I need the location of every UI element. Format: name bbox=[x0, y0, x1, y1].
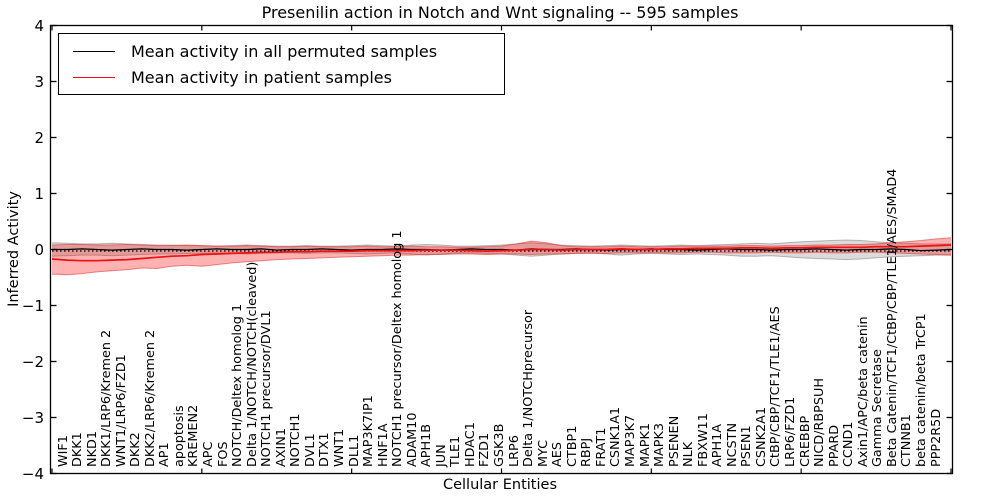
legend-label: Mean activity in all permuted samples bbox=[131, 41, 438, 61]
x-tick-label: CSNK2A1 bbox=[753, 406, 769, 467]
x-tick-label: Axin1/APC/beta catenin bbox=[855, 316, 871, 467]
x-tick-label: DLL1 bbox=[346, 434, 362, 467]
x-tick-label: CREBBP bbox=[797, 415, 813, 467]
x-tick-label: HNF1A bbox=[375, 423, 391, 467]
y-tick-label: −3 bbox=[21, 408, 44, 427]
legend-item-permuted: Mean activity in all permuted samples bbox=[59, 38, 504, 64]
x-tick-label: NCSTN bbox=[724, 422, 740, 467]
x-tick-label: DKK1/LRP6/Kremen 2 bbox=[99, 329, 115, 467]
x-tick-label: WNT1/LRP6/FZD1 bbox=[113, 354, 129, 467]
x-tick-label: DKK2/LRP6/Kremen 2 bbox=[142, 329, 158, 467]
x-tick-label: CSNK1A1 bbox=[608, 406, 624, 467]
x-tick-label: NOTCH1 precursor/Deltex homolog 1 bbox=[390, 230, 406, 467]
x-tick-label: APH1B bbox=[419, 423, 435, 467]
legend-line-sample-red bbox=[73, 76, 115, 78]
x-tick-label: DTX1 bbox=[317, 432, 333, 467]
chart-title: Presenilin action in Notch and Wnt signa… bbox=[261, 3, 739, 22]
x-tick-label: CCND1 bbox=[841, 421, 857, 467]
x-tick-label: CTNNB1 bbox=[899, 414, 915, 467]
x-tick-label: GSK3B bbox=[492, 423, 507, 467]
x-tick-label: NKD1 bbox=[84, 431, 100, 467]
y-tick-label: −1 bbox=[21, 296, 44, 315]
legend-label: Mean activity in patient samples bbox=[131, 67, 392, 87]
x-tick-label: Delta 1/NOTCHprecursor bbox=[521, 309, 537, 467]
x-tick-label: PPP2R5D bbox=[928, 408, 944, 467]
legend-line-sample-black bbox=[73, 50, 115, 52]
x-tick-label: apoptosis bbox=[171, 405, 187, 467]
x-tick-label: PPARD bbox=[826, 424, 842, 467]
x-tick-label: FRAT1 bbox=[593, 427, 609, 467]
band-edge-upper bbox=[51, 237, 952, 248]
x-tick-label: WIF1 bbox=[55, 435, 71, 467]
x-tick-label: NOTCH1 bbox=[288, 413, 304, 467]
x-tick-label: beta catenin/beta TrCP1 bbox=[913, 313, 929, 467]
x-tick-label: FOS bbox=[215, 441, 231, 467]
x-tick-label: MAP3K7 bbox=[622, 414, 638, 467]
x-tick-label: WNT1 bbox=[331, 428, 347, 467]
y-tick-label: 0 bbox=[34, 240, 44, 259]
y-tick-label: 1 bbox=[34, 184, 44, 203]
y-tick-label: 2 bbox=[34, 128, 44, 147]
y-tick-label: 3 bbox=[34, 72, 44, 91]
x-axis-label: Cellular Entities bbox=[442, 477, 558, 493]
x-tick-label: PSENEN bbox=[666, 415, 682, 467]
x-tick-label: PSEN1 bbox=[739, 425, 755, 467]
x-tick-label: AP1 bbox=[157, 442, 173, 467]
x-tick-label: CtBP/CBP/TCF1/TLE1/AES bbox=[768, 306, 784, 467]
x-tick-label: NOTCH1 precursor/DVL1 bbox=[259, 310, 275, 467]
x-tick-label: NICD/RBPSUH bbox=[812, 378, 828, 467]
patient-mean-line bbox=[51, 244, 952, 262]
x-tick-label: JUN bbox=[433, 444, 449, 467]
x-tick-label: MAP3K7IP1 bbox=[361, 395, 377, 467]
x-tick-label: LRP6 bbox=[506, 435, 522, 467]
x-tick-label: DVL1 bbox=[302, 433, 318, 467]
legend-item-patient: Mean activity in patient samples bbox=[59, 64, 504, 90]
x-tick-label: APC bbox=[201, 441, 216, 467]
band-edge-lower bbox=[51, 251, 952, 276]
x-tick-label: FBXW11 bbox=[695, 413, 711, 467]
x-tick-label: HDAC1 bbox=[462, 422, 478, 467]
x-tick-label: DKK1 bbox=[70, 432, 86, 467]
x-tick-label: APH1A bbox=[710, 424, 726, 467]
x-tick-label: LRP6/FZD1 bbox=[783, 396, 798, 467]
x-tick-label: Delta 1/NOTCH/NOTCH(cleaved) bbox=[244, 261, 260, 467]
x-tick-label: TLE1 bbox=[448, 435, 464, 467]
x-tick-label: MAPK3 bbox=[652, 422, 668, 467]
y-tick-label: 4 bbox=[34, 16, 44, 35]
x-tick-label: Gamma Secretase bbox=[870, 349, 886, 467]
x-tick-label: NOTCH/Deltex homolog 1 bbox=[230, 303, 246, 467]
x-tick-label: Beta Catenin/TCF1/CtBP/CBP/TLE1/AES/SMAD… bbox=[884, 168, 900, 467]
legend: Mean activity in all permuted samples Me… bbox=[58, 33, 505, 95]
y-tick-label: −2 bbox=[21, 352, 44, 371]
x-tick-label: ADAM10 bbox=[404, 412, 420, 467]
x-tick-label: RBPJ bbox=[579, 437, 595, 467]
permuted-mean-line bbox=[52, 248, 952, 252]
x-tick-label: DKK2 bbox=[128, 432, 144, 467]
x-tick-label: MYC bbox=[535, 439, 551, 467]
y-tick-label: −4 bbox=[21, 464, 44, 483]
x-tick-label: NLK bbox=[681, 441, 697, 467]
x-tick-label: AXIN1 bbox=[273, 427, 289, 467]
x-tick-label: MAPK1 bbox=[637, 422, 653, 467]
x-tick-label: KREMEN2 bbox=[186, 404, 202, 467]
x-tick-label: CTBP1 bbox=[564, 425, 580, 467]
x-tick-label: AES bbox=[550, 442, 566, 467]
x-tick-label: FZD1 bbox=[477, 432, 493, 467]
